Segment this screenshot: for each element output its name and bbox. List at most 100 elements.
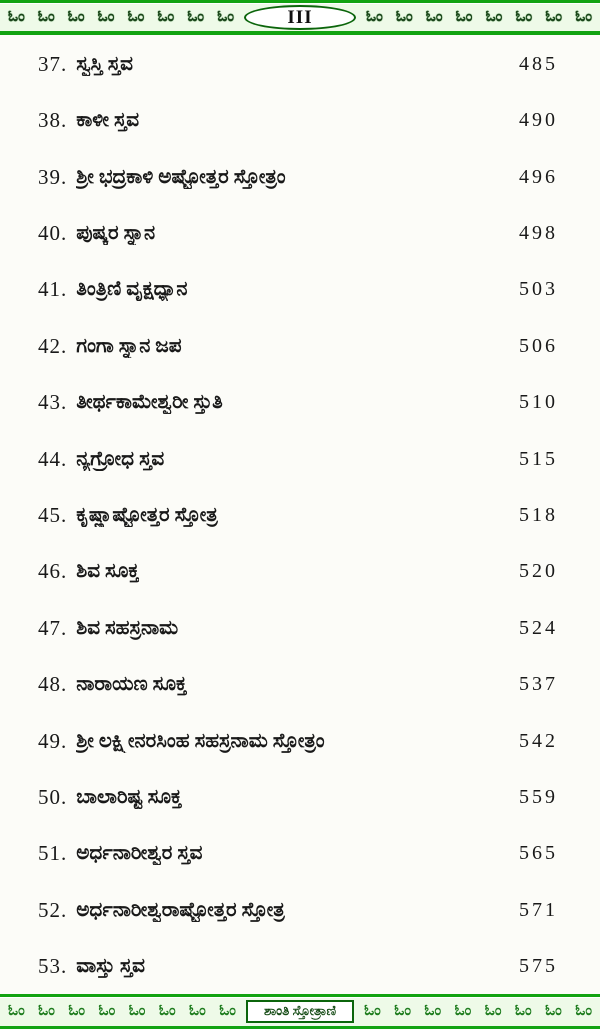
om-symbol: ಓಂ (189, 1004, 206, 1019)
entry-page: 524 (519, 616, 558, 639)
entry-page: 565 (519, 842, 558, 865)
entry-number: 51. (38, 841, 68, 866)
entry-page: 575 (519, 955, 558, 978)
om-symbol: ಓಂ (98, 1004, 116, 1019)
entry-number: 53. (38, 954, 68, 979)
page-number: III (287, 6, 313, 28)
om-symbol: ಓಂ (424, 1004, 442, 1019)
entry-number: 49. (38, 728, 68, 753)
entry-title: ಅರ್ಧನಾರೀಶ್ವರ ಸ್ತವ (76, 842, 203, 865)
entry-page: 485 (519, 52, 558, 75)
om-symbol: ಓಂ (575, 1004, 592, 1019)
page-number-badge: III (244, 4, 356, 30)
toc-row: 39. ಶ್ರೀ ಭದ್ರಕಾಳಿ ಅಷ್ಟೋತ್ತರ ಸ್ತೋತ್ರಂ 496 (0, 149, 600, 205)
entry-number: 44. (38, 446, 68, 471)
entry-number: 43. (38, 390, 68, 415)
toc-row: 37. ಸ್ವಸ್ತಿ ಸ್ತವ 485 (0, 36, 600, 92)
toc-row: 38. ಕಾಳೀ ಸ್ತವ 490 (0, 92, 600, 148)
toc-row: 42. ಗಂಗಾ ಸ್ನಾನ ಜಪ 506 (0, 318, 600, 374)
entry-number: 38. (38, 108, 68, 133)
toc-list: 37. ಸ್ವಸ್ತಿ ಸ್ತವ 485 38. ಕಾಳೀ ಸ್ತವ 490 39. ಶ್ರೀ… (0, 36, 600, 995)
om-symbol: ಓಂ (219, 1004, 236, 1019)
om-symbol: ಓಂ (217, 9, 234, 25)
entry-number: 46. (38, 559, 68, 584)
om-symbol: ಓಂ (575, 9, 592, 25)
om-symbol: ಓಂ (157, 9, 175, 25)
section-title-box: ಶಾಂತಿ ಸ್ತೋತ್ರಾಣಿ (245, 1000, 355, 1023)
om-symbol: ಓಂ (454, 1004, 472, 1019)
entry-title: ಪುಷ್ಕರ ಸ್ನಾನ (76, 221, 156, 244)
entry-number: 42. (38, 333, 68, 358)
entry-number: 40. (38, 220, 68, 245)
toc-row: 41. ತಿಂತ್ರಿಣಿ ವೃಕ್ಷಧ್ಯಾನ 503 (0, 262, 600, 318)
entry-title: ಶ್ರೀ ಭದ್ರಕಾಳಿ ಅಷ್ಟೋತ್ತರ ಸ್ತೋತ್ರಂ (76, 165, 286, 188)
entry-page: 510 (519, 391, 558, 414)
toc-row: 44. ನ್ಯಗ್ರೋಧ ಸ್ತವ 515 (0, 431, 600, 487)
header-om-strip-left: ಓಂ ಓಂ ಓಂ ಓಂ ಓಂ ಓಂ ಓಂ ಓಂ (4, 10, 238, 25)
entry-title: ತಿಂತ್ರಿಣಿ ವೃಕ್ಷಧ್ಯಾನ (76, 278, 188, 301)
om-symbol: ಓಂ (455, 9, 473, 25)
om-symbol: ಓಂ (425, 9, 443, 25)
toc-row: 48. ನಾರಾಯಣ ಸೂಕ್ತ 537 (0, 656, 600, 712)
entry-title: ಕೃಷ್ಣಾಷ್ಟೋತ್ತರ ಸ್ತೋತ್ರ (76, 503, 218, 526)
entry-page: 490 (519, 109, 558, 132)
entry-page: 542 (519, 729, 558, 752)
om-symbol: ಓಂ (485, 9, 503, 25)
entry-title: ಕಾಳೀ ಸ್ತವ (76, 109, 140, 132)
toc-row: 40. ಪುಷ್ಕರ ಸ್ನಾನ 498 (0, 205, 600, 261)
entry-number: 37. (38, 51, 68, 76)
entry-title: ವಾಸ್ತು ಸ್ತವ (76, 955, 145, 978)
toc-row: 51. ಅರ್ಧನಾರೀಶ್ವರ ಸ್ತವ 565 (0, 826, 600, 882)
entry-title: ಶಿವ ಸೂಕ್ತ (76, 560, 140, 583)
om-symbol: ಓಂ (37, 9, 55, 25)
toc-row: 43. ತೀರ್ಥಕಾಮೇಶ್ವರೀ ಸ್ತುತಿ 510 (0, 374, 600, 430)
entry-page: 571 (519, 898, 558, 921)
om-symbol: ಓಂ (366, 9, 383, 25)
toc-row: 49. ಶ್ರೀ ಲಕ್ಷ್ಮೀನರಸಿಂಹ ಸಹಸ್ರನಾಮ ಸ್ತೋತ್ರಂ 5… (0, 713, 600, 769)
om-symbol: ಓಂ (38, 1004, 55, 1019)
om-symbol: ಓಂ (545, 1004, 562, 1019)
om-symbol: ಓಂ (127, 9, 145, 25)
entry-number: 41. (38, 277, 68, 302)
entry-title: ಸ್ವಸ್ತಿ ಸ್ತವ (76, 52, 133, 75)
header-ornament-band: ಓಂ ಓಂ ಓಂ ಓಂ ಓಂ ಓಂ ಓಂ ಓಂ III ಓಂ ಓಂ ಓಂ ಓಂ ಓಂ ಓಂ ಓಂ ಓಂ (0, 0, 600, 35)
entry-page: 506 (519, 334, 558, 357)
footer-om-strip-left: ಓಂ ಓಂ ಓಂ ಓಂ ಓಂ ಓಂ ಓಂ ಓಂ (4, 1004, 240, 1019)
entry-title: ಗಂಗಾ ಸ್ನಾನ ಜಪ (76, 334, 182, 357)
om-symbol: ಓಂ (8, 1004, 25, 1019)
toc-row: 45. ಕೃಷ್ಣಾಷ್ಟೋತ್ತರ ಸ್ತೋತ್ರ 518 (0, 487, 600, 543)
entry-number: 48. (38, 672, 68, 697)
entry-number: 47. (38, 615, 68, 640)
toc-row: 47. ಶಿವ ಸಹಸ್ರನಾಮ 524 (0, 600, 600, 656)
entry-number: 50. (38, 784, 68, 809)
toc-row: 52. ಅರ್ಧನಾರೀಶ್ವರಾಷ್ಟೋತ್ತರ ಸ್ತೋತ್ರ 571 (0, 882, 600, 938)
entry-title: ಅರ್ಧನಾರೀಶ್ವರಾಷ್ಟೋತ್ತರ ಸ್ತೋತ್ರ (76, 898, 285, 921)
toc-row: 53. ವಾಸ್ತು ಸ್ತವ 575 (0, 939, 600, 995)
om-symbol: ಓಂ (395, 9, 413, 25)
footer-om-strip-right: ಓಂ ಓಂ ಓಂ ಓಂ ಓಂ ಓಂ ಓಂ ಓಂ (360, 1004, 596, 1019)
entry-page: 515 (519, 447, 558, 470)
toc-row: 50. ಬಾಲಾರಿಷ್ಟ ಸೂಕ್ತ 559 (0, 769, 600, 825)
om-symbol: ಓಂ (484, 1004, 502, 1019)
entry-page: 559 (519, 785, 558, 808)
header-om-strip-right: ಓಂ ಓಂ ಓಂ ಓಂ ಓಂ ಓಂ ಓಂ ಓಂ (362, 10, 596, 25)
om-symbol: ಓಂ (515, 9, 533, 25)
om-symbol: ಓಂ (394, 1004, 411, 1019)
entry-title: ಶಿವ ಸಹಸ್ರನಾಮ (76, 616, 179, 639)
entry-page: 503 (519, 278, 558, 301)
entry-title: ತೀರ್ಥಕಾಮೇಶ್ವರೀ ಸ್ತುತಿ (76, 391, 223, 414)
om-symbol: ಓಂ (187, 9, 205, 25)
entry-page: 496 (519, 165, 558, 188)
om-symbol: ಓಂ (97, 9, 115, 25)
entry-title: ನ್ಯಗ್ರೋಧ ಸ್ತವ (76, 447, 165, 470)
toc-row: 46. ಶಿವ ಸೂಕ್ತ 520 (0, 544, 600, 600)
om-symbol: ಓಂ (514, 1004, 532, 1019)
om-symbol: ಓಂ (128, 1004, 146, 1019)
om-symbol: ಓಂ (68, 1004, 86, 1019)
om-symbol: ಓಂ (8, 9, 25, 25)
entry-number: 45. (38, 502, 68, 527)
section-title: ಶಾಂತಿ ಸ್ತೋತ್ರಾಣಿ (263, 1003, 337, 1019)
entry-page: 498 (519, 221, 558, 244)
entry-page: 537 (519, 673, 558, 696)
